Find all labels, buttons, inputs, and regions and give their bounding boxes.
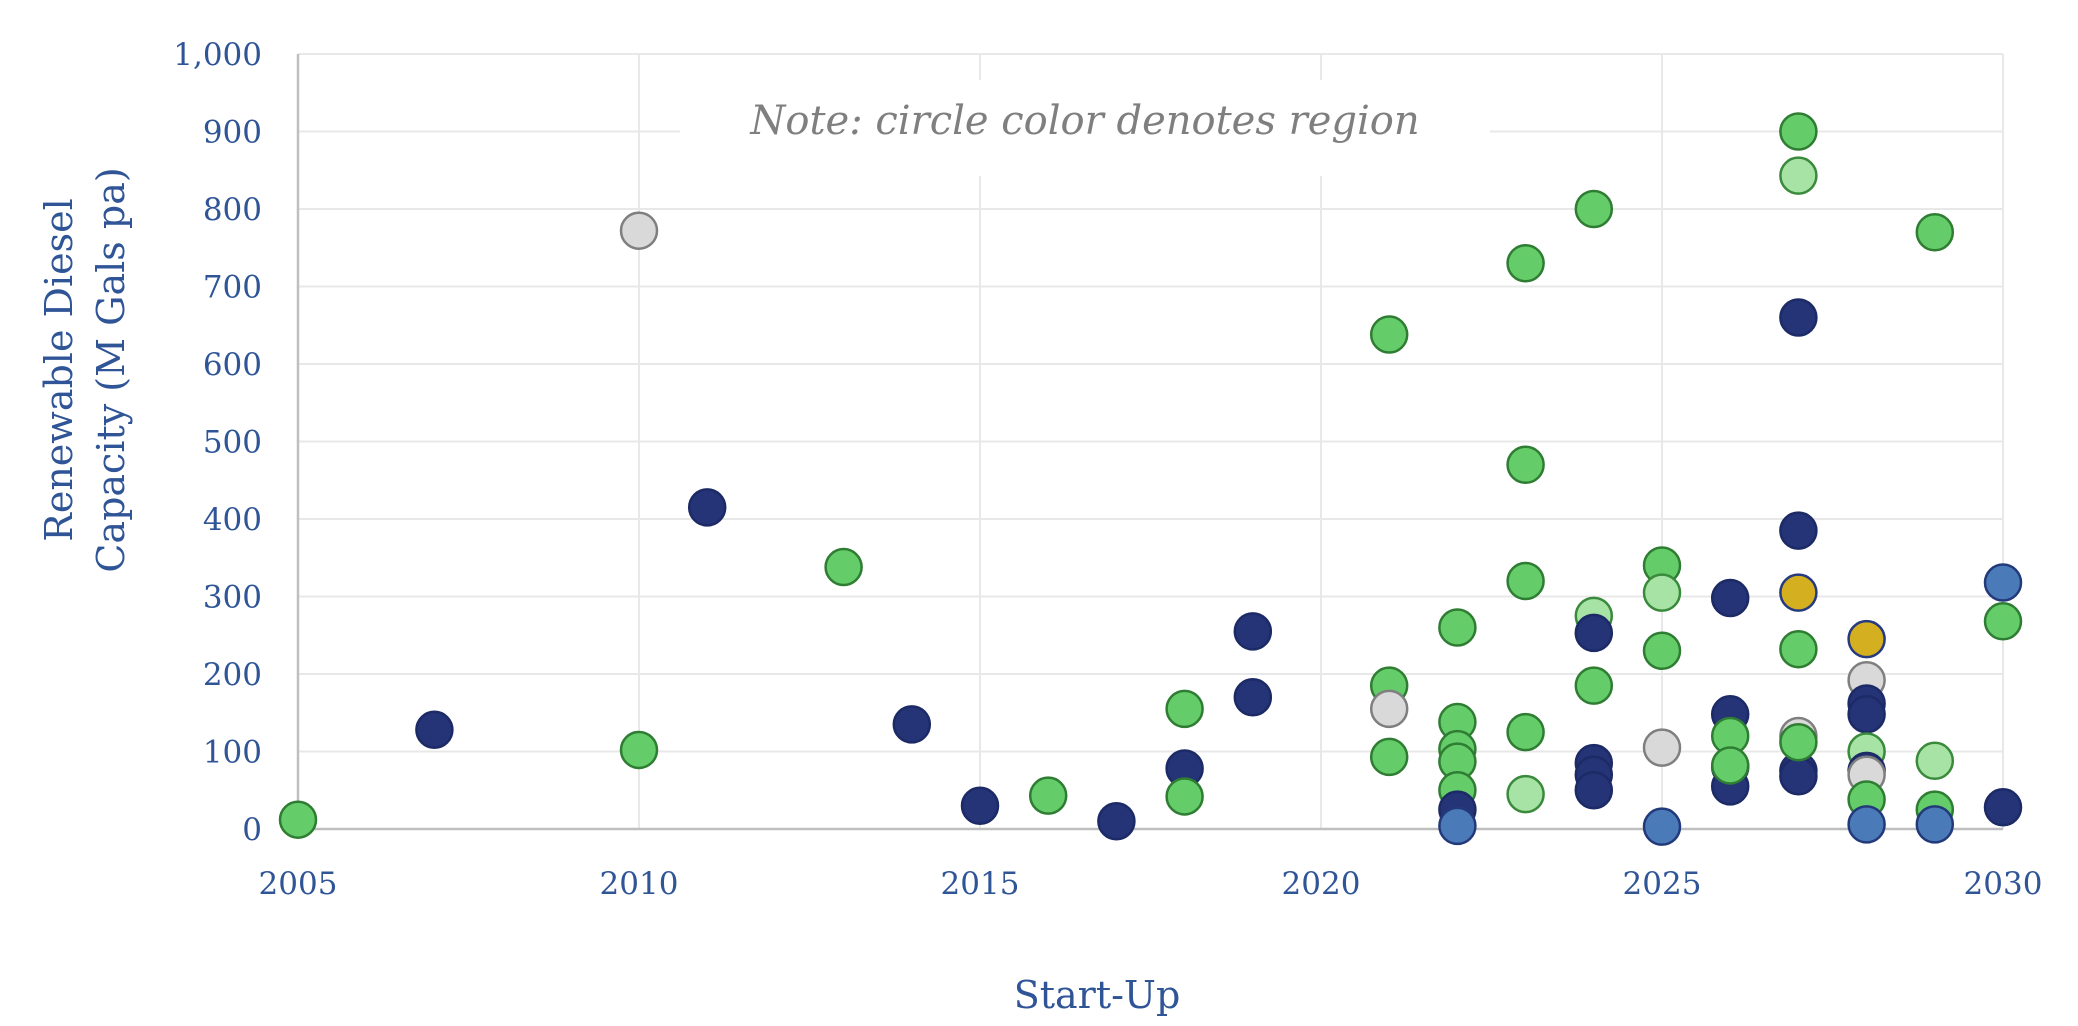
data-point <box>619 211 659 250</box>
x-tick-labels: 2005 2010 2015 2020 2025 2030 <box>259 866 2043 902</box>
data-point <box>1574 666 1614 705</box>
y-tick-label: 600 <box>203 347 262 383</box>
data-point <box>1983 602 2023 641</box>
y-tick-labels: 0 100 200 300 400 500 600 700 800 900 1,000 <box>173 37 262 848</box>
data-point <box>1779 511 1818 550</box>
data-point <box>824 547 863 587</box>
y-axis-title: Renewable Diesel Capacity (M Gals pa) <box>37 167 133 572</box>
y-axis-title-line-1: Renewable Diesel <box>37 198 81 542</box>
data-point <box>1369 737 1409 777</box>
data-point <box>960 786 1000 825</box>
data-point <box>1574 771 1614 810</box>
y-tick-label: 500 <box>203 425 262 461</box>
note-background <box>680 80 1490 176</box>
data-point <box>1983 563 2023 602</box>
y-tick-label: 100 <box>203 735 262 771</box>
data-point <box>687 488 727 527</box>
data-point <box>1233 678 1273 717</box>
data-point <box>1983 788 2023 827</box>
y-tick-label: 0 <box>242 812 262 848</box>
y-axis-title-line-2: Capacity (M Gals pa) <box>89 167 133 572</box>
data-point <box>1028 776 1068 815</box>
data-point <box>1506 712 1545 752</box>
data-point <box>1710 578 1750 618</box>
y-tick-label: 400 <box>203 502 262 538</box>
data-point <box>1369 689 1409 729</box>
data-point <box>1915 213 1955 252</box>
data-point <box>1438 806 1477 846</box>
data-point <box>415 710 454 750</box>
x-tick-label: 2020 <box>1282 866 1361 902</box>
x-tick-label: 2030 <box>1964 866 2043 902</box>
data-point <box>1574 189 1614 229</box>
data-point <box>1165 689 1204 729</box>
data-point <box>619 730 659 770</box>
data-point <box>1847 619 1886 659</box>
y-tick-label: 1,000 <box>173 37 262 73</box>
data-point <box>1779 757 1818 796</box>
data-point <box>1506 244 1545 283</box>
data-point <box>1233 612 1273 651</box>
data-point <box>1574 613 1614 653</box>
x-tick-label: 2015 <box>941 866 1020 902</box>
x-axis-title: Start-Up <box>1014 973 1181 1017</box>
data-point <box>1165 777 1204 816</box>
data-point <box>892 705 932 744</box>
y-tick-label: 700 <box>203 270 262 306</box>
data-points <box>278 112 2023 846</box>
data-point <box>1097 802 1136 841</box>
data-point <box>1506 561 1545 601</box>
y-tick-label: 800 <box>203 192 262 228</box>
y-tick-label: 200 <box>203 657 262 693</box>
axes <box>296 54 2003 831</box>
data-point <box>1506 774 1545 814</box>
data-point <box>1506 445 1545 484</box>
data-point <box>1915 741 1955 781</box>
data-point <box>1847 805 1886 844</box>
x-tick-label: 2025 <box>1623 866 1702 902</box>
data-point <box>1779 722 1818 762</box>
data-point <box>1915 805 1955 844</box>
region-note: Note: circle color denotes region <box>749 98 1419 144</box>
data-point <box>1369 315 1409 354</box>
x-tick-label: 2005 <box>259 866 338 902</box>
data-point <box>1779 573 1818 612</box>
data-point <box>1779 156 1818 195</box>
y-tick-label: 900 <box>203 115 262 151</box>
data-point <box>1779 298 1818 337</box>
data-point <box>1710 746 1750 785</box>
data-point <box>1642 573 1682 612</box>
y-tick-label: 300 <box>203 580 262 616</box>
data-point <box>1779 629 1818 669</box>
data-point <box>1438 608 1477 647</box>
data-point <box>1847 695 1886 734</box>
gridlines <box>298 53 2004 829</box>
data-point <box>1642 631 1682 670</box>
data-point <box>1642 728 1682 767</box>
data-point <box>1779 112 1818 151</box>
data-point <box>1642 807 1682 846</box>
data-point <box>278 800 318 839</box>
x-tick-label: 2010 <box>600 866 679 902</box>
